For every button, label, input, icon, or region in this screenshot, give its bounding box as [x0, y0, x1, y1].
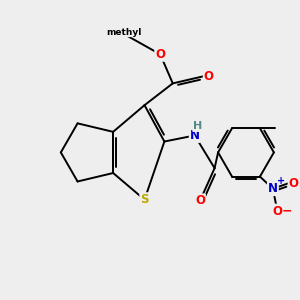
Text: O: O: [195, 194, 205, 207]
Text: O: O: [155, 48, 165, 61]
Text: N: N: [190, 129, 200, 142]
Text: N: N: [268, 182, 278, 195]
Text: O: O: [204, 70, 214, 83]
Text: −: −: [282, 205, 292, 218]
Text: H: H: [193, 121, 202, 131]
Text: methyl: methyl: [106, 28, 142, 37]
Text: +: +: [277, 176, 285, 187]
Text: O: O: [289, 177, 298, 190]
Text: O: O: [273, 205, 283, 218]
Text: S: S: [140, 193, 149, 206]
